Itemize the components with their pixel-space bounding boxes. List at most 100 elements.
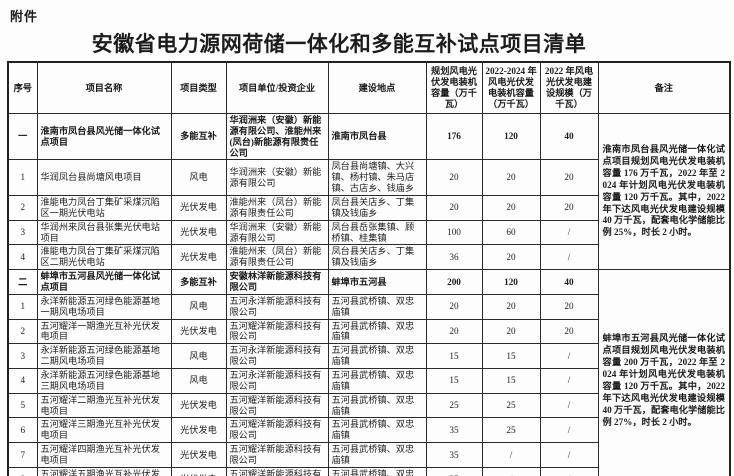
cell-no: 1 [7, 159, 38, 197]
cell-2022-2024-capacity: 25 [481, 392, 541, 419]
col-header-2022-scale: 2022 年风电光伏发电建设规模（万千瓦） [539, 61, 599, 114]
col-header-no: 序号 [7, 61, 38, 114]
cell-project-name: 淮能电力凤台丁集矿采煤沉陷区二期光伏电站 [36, 244, 172, 271]
cell-planned-capacity: 35 [425, 466, 483, 476]
table-row: 6 五河耀洋三期渔光互补光伏发电项目 光伏发电 五河耀洋新能源科技有限公司 五河县武桥镇… [7, 417, 730, 444]
table-row: 3 永洋新能源五河绿色能源基地二期风电场项目 风电 五河永洋新能源科技有限公司 五河县武… [7, 343, 730, 370]
cell-project-name: 华润凤台县尚塘风电项目 [36, 159, 172, 197]
cell-company: 五河耀洋新能源科技有限公司 [225, 442, 329, 468]
cell-project-type: 光伏发电 [170, 318, 227, 345]
cell-2022-2024-capacity: 20 [481, 318, 541, 345]
cell-2022-2024-capacity: 20 [481, 195, 541, 221]
cell-no: 二 [7, 269, 38, 295]
cell-2022-scale: / [539, 368, 599, 394]
cell-planned-capacity: 35 [425, 417, 483, 444]
cell-planned-capacity: 100 [425, 219, 483, 246]
cell-2022-2024-capacity: / [481, 442, 541, 468]
cell-planned-capacity: 25 [425, 392, 483, 419]
cell-project-name: 五河耀洋三期渔光互补光伏发电项目 [36, 417, 172, 444]
cell-remark: 淮南市凤台县风光储一体化试点项目规划风电光伏发电装机容量 176 万千瓦，202… [597, 112, 731, 271]
cell-location: 凤台县岳张集镇、顾桥镇、桂集镇 [327, 219, 427, 246]
cell-location: 凤台县尚塘镇、大兴镇、杨村镇、朱马店镇、古店乡、钱庙乡 [327, 159, 427, 197]
cell-planned-capacity: 20 [425, 293, 483, 320]
cell-2022-scale: / [539, 219, 599, 246]
col-header-planned-capacity: 规划风电光伏发电装机容量（万千瓦） [425, 61, 483, 114]
cell-location: 五河县武桥镇、双忠庙镇 [327, 466, 427, 476]
cell-project-type: 光伏发电 [170, 392, 227, 419]
cell-location: 五河县武桥镇、双忠庙镇 [327, 293, 427, 320]
col-header-remark: 备注 [597, 61, 731, 114]
cell-2022-2024-capacity: / [481, 466, 541, 476]
cell-location: 五河县武桥镇、双忠庙镇 [327, 368, 427, 394]
cell-company: 淮能州来（凤台）新能源有限责任公司 [225, 195, 329, 221]
cell-no: 5 [7, 392, 38, 419]
cell-company: 五河耀洋新能源科技有限公司 [225, 466, 329, 476]
table-row: 1 永洋新能源五河绿色能源基地一期风电场项目 风电 五河永洋新能源科技有限公司 五河县武… [7, 293, 730, 320]
page-title: 安徽省电力源网荷储一体化和多能互补试点项目清单 [91, 32, 587, 56]
table-body: 一淮南市凤台县风光储一体化试点项目 多能互补 华润洲来（安徽）新能源有限公司、淮能州… [7, 112, 731, 476]
col-header-company: 项目单位/投资企业 [225, 61, 329, 114]
cell-2022-scale: / [539, 392, 599, 419]
cell-project-type: 光伏发电 [170, 417, 227, 444]
cell-project-name: 永洋新能源五河绿色能源基地二期风电场项目 [36, 343, 172, 370]
cell-project-name: 五河耀洋一期渔光互补光伏发电项目 [36, 318, 172, 345]
table-row: 3 华润州来凤台县张集光伏电站项目 光伏发电 华润洲来（安徽）新能源有限公司 凤台县岳张… [7, 219, 730, 246]
cell-company: 淮能州来（凤台）新能源有限责任公司 [225, 244, 329, 271]
cell-2022-scale: 20 [539, 318, 599, 345]
cell-project-name: 永洋新能源五河绿色能源基地一期风电场项目 [36, 293, 172, 320]
cell-project-type: 光伏发电 [170, 219, 227, 246]
cell-planned-capacity: 176 [425, 112, 483, 161]
cell-no: 1 [7, 293, 38, 320]
cell-company: 五河永洋新能源科技有限公司 [225, 293, 329, 320]
table-row: 4 永洋新能源五河绿色能源基地三期风电场项目 风电 五河永洋新能源科技有限公司 五河县武… [7, 368, 730, 394]
cell-planned-capacity: 35 [425, 442, 483, 468]
cell-planned-capacity: 200 [425, 269, 483, 295]
cell-location: 蚌埠市五河县 [327, 269, 427, 295]
cell-project-name: 淮南市凤台县风光储一体化试点项目 [36, 112, 172, 161]
cell-2022-2024-capacity: 15 [481, 343, 541, 370]
cell-2022-2024-capacity: 25 [481, 417, 541, 444]
cell-project-type: 风电 [170, 368, 227, 394]
cell-planned-capacity: 15 [425, 343, 483, 370]
cell-planned-capacity: 20 [425, 195, 483, 221]
cell-project-type: 光伏发电 [170, 442, 227, 468]
cell-no: 3 [7, 219, 38, 246]
cell-company: 五河永洋新能源科技有限公司 [225, 368, 329, 394]
cell-remark: 蚌埠市五河县风光储一体化试点项目规划风电光伏发电装机容量 200 万千瓦，202… [597, 269, 731, 476]
cell-no: 3 [7, 343, 38, 370]
cell-project-name: 淮能电力凤台丁集矿采煤沉陷区一期光伏电站 [36, 195, 172, 221]
cell-2022-2024-capacity: 120 [481, 269, 541, 295]
cell-company: 五河耀洋新能源科技有限公司 [225, 392, 329, 419]
cell-no: 2 [7, 195, 38, 221]
cell-company: 华润洲来（安徽）新能源有限公司、淮能州来(凤台)新能源有限责任公司 [225, 112, 329, 161]
cell-location: 五河县武桥镇、双忠庙镇 [327, 343, 427, 370]
cell-project-type: 风电 [170, 293, 227, 320]
cell-planned-capacity: 36 [425, 244, 483, 271]
cell-2022-scale: / [539, 442, 599, 468]
cell-project-type: 光伏发电 [170, 466, 227, 476]
col-header-project-name: 项目名称 [36, 61, 172, 114]
section-summary-row: 二蚌埠市五河县风光储一体化试点项目 多能互补 安徽林洋新能源科技有限公司 蚌埠市五河县… [7, 269, 731, 476]
cell-company: 华润洲来（安徽）新能源有限公司 [225, 159, 329, 197]
cell-no: 8 [7, 466, 38, 476]
cell-project-type: 光伏发电 [170, 195, 227, 221]
cell-2022-2024-capacity: 20 [481, 159, 541, 197]
cell-2022-scale: 40 [539, 112, 599, 161]
cell-project-type: 多能互补 [170, 269, 227, 295]
cell-company: 安徽林洋新能源科技有限公司 [225, 269, 329, 295]
header-row: 序号 项目名称 项目类型 项目单位/投资企业 建设地点 规划风电光伏发电装机容量… [7, 61, 731, 114]
cell-project-name: 华润州来凤台县张集光伏电站项目 [36, 219, 172, 246]
cell-2022-2024-capacity: 120 [481, 112, 541, 161]
cell-no: 6 [7, 417, 38, 444]
cell-project-type: 风电 [170, 159, 227, 197]
cell-project-type: 光伏发电 [170, 244, 227, 271]
cell-no: 2 [7, 318, 38, 345]
table-header: 序号 项目名称 项目类型 项目单位/投资企业 建设地点 规划风电光伏发电装机容量… [7, 61, 731, 114]
cell-2022-scale: / [539, 466, 599, 476]
cell-company: 华润洲来（安徽）新能源有限公司 [225, 219, 329, 246]
cell-location: 淮南市凤台县 [327, 112, 427, 161]
cell-planned-capacity: 15 [425, 368, 483, 394]
cell-location: 五河县武桥镇、双忠庙镇 [327, 442, 427, 468]
cell-project-type: 多能互补 [170, 112, 227, 161]
